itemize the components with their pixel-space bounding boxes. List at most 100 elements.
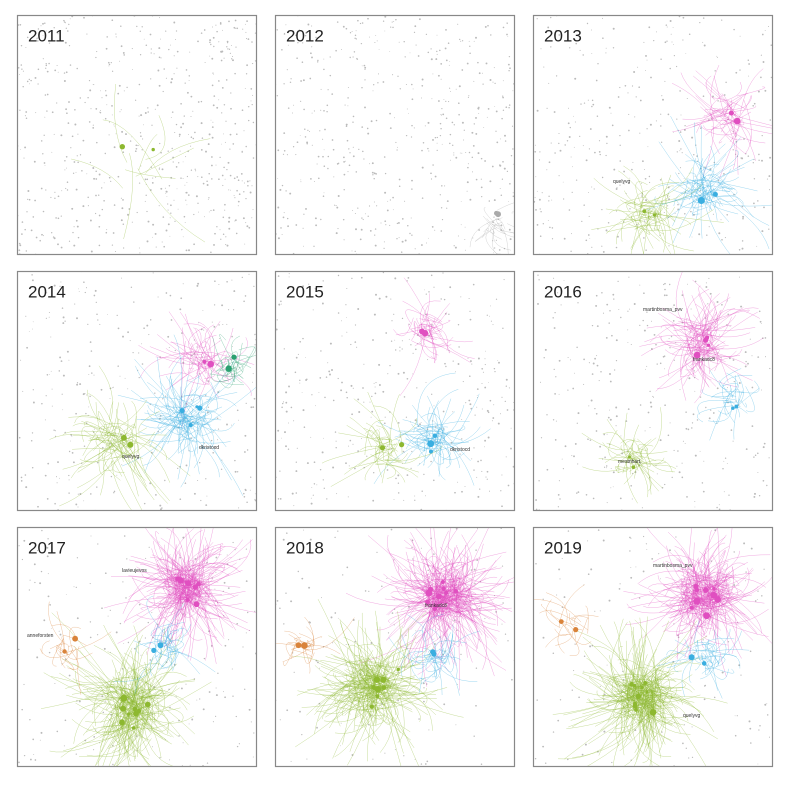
node-dot — [568, 136, 571, 138]
node-dot — [558, 393, 560, 395]
node-dot — [560, 304, 562, 306]
node-dot — [381, 585, 383, 588]
node-dot — [476, 388, 479, 390]
edge — [620, 199, 651, 213]
node-dot — [753, 495, 756, 498]
node-hub — [733, 117, 741, 125]
edge — [675, 172, 709, 200]
panel-bg — [275, 271, 515, 511]
node-dot — [222, 29, 223, 31]
node-dot — [558, 568, 561, 571]
node-dot — [100, 90, 102, 92]
node-dot — [508, 387, 510, 389]
edge — [177, 413, 198, 454]
node-dot — [739, 69, 741, 71]
node-dot — [445, 100, 447, 103]
node-dot — [101, 607, 103, 610]
node-dot — [449, 133, 452, 136]
node-dot — [220, 59, 223, 62]
node-dot — [758, 729, 760, 731]
edge — [381, 442, 387, 448]
node-dot — [320, 218, 322, 221]
node-dot — [209, 39, 212, 42]
node-hub — [72, 635, 78, 642]
node-dot — [455, 371, 457, 373]
edge — [135, 365, 174, 415]
node-dot — [664, 404, 666, 407]
edge — [175, 587, 205, 626]
node-dot — [104, 117, 107, 120]
node-dot — [703, 698, 706, 701]
node-dot — [279, 470, 281, 472]
node-dot — [25, 486, 28, 489]
node-dot — [364, 106, 366, 109]
node-dot — [41, 529, 43, 532]
node-dot — [594, 610, 596, 612]
node-dot — [19, 252, 21, 254]
edge — [633, 455, 652, 492]
edge — [138, 676, 153, 731]
node-dot — [555, 420, 557, 422]
node-dot — [678, 471, 681, 474]
node-dot — [201, 176, 203, 178]
edge — [412, 404, 445, 438]
node-dot — [49, 604, 51, 606]
node-dot — [436, 50, 438, 53]
edge — [103, 431, 136, 472]
node-dot — [83, 500, 85, 502]
node-dot — [606, 303, 609, 306]
edge — [180, 394, 203, 408]
node-dot — [620, 316, 622, 319]
node-dot — [199, 698, 201, 700]
node-dot — [420, 421, 422, 423]
edge — [444, 439, 475, 486]
edge — [112, 706, 154, 767]
node-dot — [215, 694, 218, 697]
node-dot — [285, 445, 287, 448]
edge — [376, 598, 424, 631]
node-dot — [359, 238, 362, 241]
node-dot — [139, 132, 142, 134]
node-dot — [279, 498, 282, 500]
edge — [306, 683, 375, 716]
edge — [128, 683, 148, 723]
node-dot — [228, 189, 230, 191]
node-dot — [770, 44, 773, 46]
edge — [581, 433, 633, 451]
node-dot — [214, 232, 216, 235]
node-dot — [158, 168, 161, 170]
node-dot — [222, 216, 225, 219]
edge — [414, 620, 434, 644]
edge — [673, 187, 722, 201]
node-dot — [177, 208, 179, 210]
node-dot — [297, 42, 299, 44]
node-dot — [142, 138, 144, 140]
edge — [112, 459, 123, 477]
edge — [725, 95, 753, 110]
edge — [394, 453, 408, 462]
node-dot — [553, 277, 555, 279]
node-dot — [197, 40, 199, 43]
node-dot — [554, 311, 556, 314]
node-dot — [443, 298, 446, 301]
edge — [404, 440, 425, 464]
node-dot — [670, 335, 673, 338]
edge — [151, 548, 186, 600]
edge — [62, 430, 130, 436]
edge — [170, 560, 216, 631]
node-dot — [302, 337, 304, 340]
edge — [700, 326, 705, 346]
node-dot — [158, 84, 161, 87]
node-dot — [222, 691, 224, 693]
node-dot — [86, 33, 88, 35]
node-dot — [752, 104, 755, 107]
node-dot — [470, 407, 473, 410]
node-dot — [544, 348, 547, 351]
node-dot — [681, 462, 683, 464]
node-dot — [42, 58, 44, 60]
node-dot — [714, 70, 716, 72]
node-dot — [564, 445, 567, 448]
edge — [166, 641, 176, 653]
edge — [182, 392, 238, 420]
node-dot — [310, 502, 313, 505]
